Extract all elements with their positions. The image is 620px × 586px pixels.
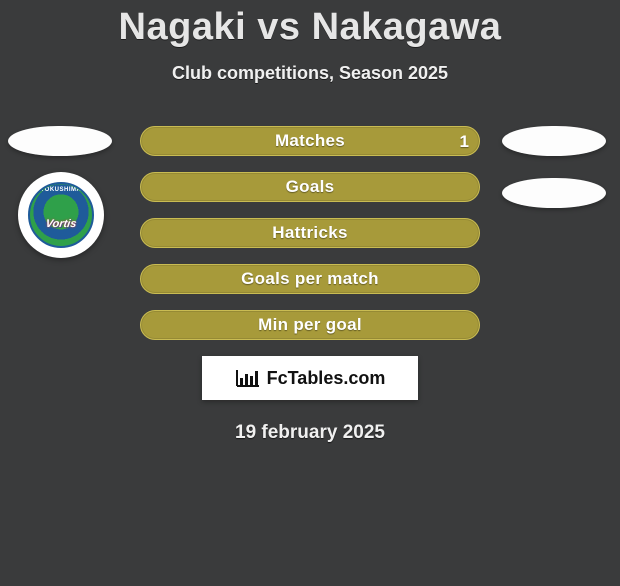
bar-chart-icon — [235, 368, 261, 388]
player-a-avatar — [8, 126, 112, 156]
stat-label: Goals per match — [241, 269, 379, 289]
brand-box[interactable]: FcTables.com — [202, 356, 418, 400]
brand-text: FcTables.com — [267, 368, 386, 389]
club-badge-text: Vortis — [29, 218, 93, 230]
stat-row-matches: Matches 1 — [140, 126, 480, 156]
date-text: 19 february 2025 — [0, 422, 620, 444]
stats-area: Vortis Matches 1 Goals Hattricks Goals p… — [0, 126, 620, 340]
player-b-name: Nakagawa — [312, 6, 502, 48]
player-b-avatar — [502, 126, 606, 156]
stat-right-value: 1 — [460, 127, 469, 157]
page-title: Nagaki vs Nakagawa — [0, 6, 620, 49]
subtitle: Club competitions, Season 2025 — [0, 63, 620, 84]
stat-row-hattricks: Hattricks — [140, 218, 480, 248]
stat-row-goals-per-match: Goals per match — [140, 264, 480, 294]
player-a-name: Nagaki — [119, 6, 247, 48]
club-badge: Vortis — [18, 172, 104, 258]
brand: FcTables.com — [235, 368, 386, 389]
stat-label: Goals — [286, 177, 335, 197]
stat-row-min-per-goal: Min per goal — [140, 310, 480, 340]
stat-label: Matches — [275, 131, 345, 151]
vs-separator: vs — [257, 6, 300, 48]
player-b-avatar-secondary — [502, 178, 606, 208]
stat-label: Hattricks — [272, 223, 347, 243]
club-badge-inner: Vortis — [28, 182, 94, 248]
stat-row-goals: Goals — [140, 172, 480, 202]
stat-label: Min per goal — [258, 315, 362, 335]
